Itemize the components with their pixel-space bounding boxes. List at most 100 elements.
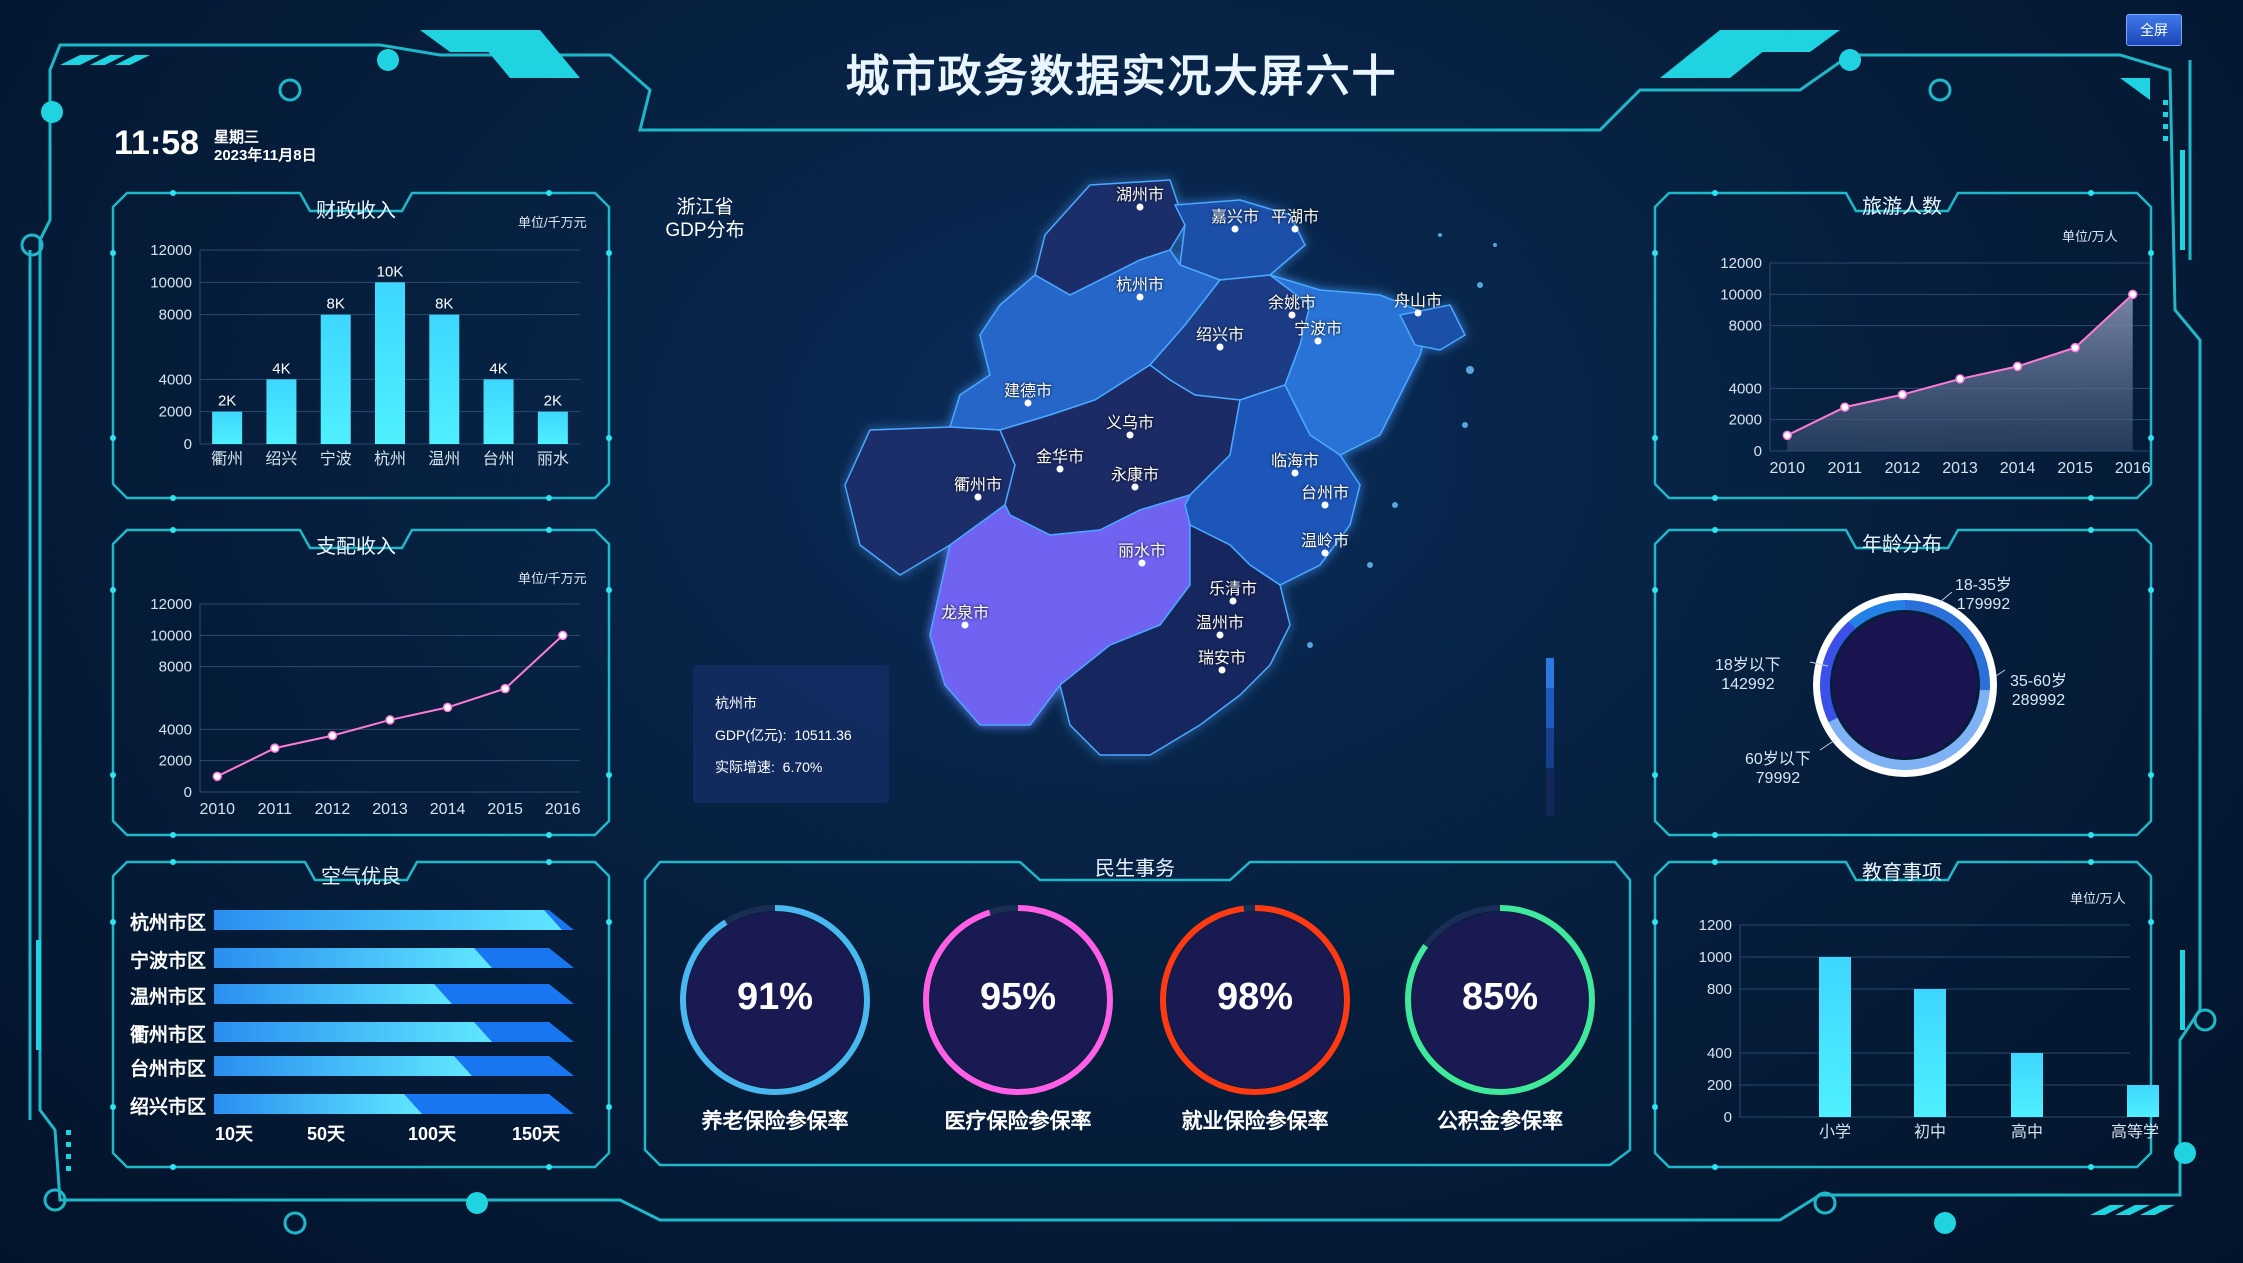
age-slice[interactable]	[1820, 600, 1990, 770]
age-slice-value: 179992	[1956, 596, 2011, 613]
map-city-dot[interactable]	[1131, 483, 1139, 491]
expenditure-point[interactable]	[327, 730, 338, 741]
gauge-face	[930, 912, 1106, 1088]
map-city-label: 瑞安市	[1198, 650, 1247, 667]
fiscal-revenue-bar[interactable]	[320, 314, 351, 444]
education-bar[interactable]	[1914, 989, 1946, 1117]
expenditure-point[interactable]	[212, 771, 223, 782]
map-city-dot[interactable]	[1056, 465, 1064, 473]
map-city-dot[interactable]	[1321, 501, 1329, 509]
age-slice-value: 289992	[2011, 692, 2066, 709]
map-city-dot[interactable]	[1138, 559, 1146, 567]
gauge-label: 公积金参保率	[1437, 1110, 1563, 1133]
fiscal-revenue-y-tick: 2000	[159, 404, 192, 421]
tourism-x-tick: 2011	[1828, 460, 1863, 477]
fiscal-revenue-bar[interactable]	[483, 379, 514, 444]
map-city-dot[interactable]	[1291, 469, 1299, 477]
expenditure-x-tick: 2010	[199, 801, 235, 818]
fiscal-revenue-bar-label: 2K	[218, 393, 236, 410]
map-city-dot[interactable]	[1136, 203, 1144, 211]
tourism-point[interactable]	[1955, 374, 1965, 384]
air-quality-bar[interactable]	[214, 1022, 574, 1042]
tourism-point[interactable]	[2127, 289, 2138, 300]
expenditure-y-tick: 8000	[159, 659, 192, 676]
fiscal-revenue-bar-label: 4K	[489, 360, 507, 377]
region-wenzhou[interactable]	[1059, 523, 1291, 756]
fiscal-revenue-bar[interactable]	[537, 411, 568, 444]
tourism-point[interactable]	[2070, 342, 2080, 353]
air-quality-bar[interactable]	[214, 1056, 574, 1076]
gauge-progress-ring	[923, 905, 1113, 1095]
tourism-y-tick: 10000	[1720, 286, 1762, 303]
expenditure-point[interactable]	[385, 715, 395, 725]
air-quality-label: 衢州市区	[130, 1025, 207, 1046]
map-city-dot[interactable]	[1288, 311, 1296, 319]
expenditure-point[interactable]	[442, 702, 453, 713]
tourism-point[interactable]	[1840, 402, 1850, 412]
air-quality-label: 台州市区	[130, 1059, 207, 1080]
gauge-value: 91%	[736, 976, 814, 1018]
map-city-dot[interactable]	[1216, 343, 1224, 351]
air-quality-bar-fill	[214, 1022, 492, 1042]
fiscal-revenue-bar[interactable]	[212, 411, 243, 444]
tourism-point[interactable]	[1782, 430, 1793, 441]
region-zhoushan[interactable]	[1398, 304, 1466, 351]
fullscreen-button[interactable]: 全屏	[2126, 14, 2182, 46]
map-city-dot[interactable]	[1321, 549, 1329, 557]
fiscal-revenue-bar[interactable]	[429, 314, 460, 444]
map-city-dot[interactable]	[1229, 597, 1237, 605]
map-city-dot[interactable]	[1126, 431, 1134, 439]
tourism-area	[1787, 294, 2133, 451]
education-x-tick: 高中	[2011, 1123, 2043, 1141]
map-city-label: 丽水市	[1118, 543, 1167, 560]
tourism-point[interactable]	[2012, 361, 2023, 372]
air-quality-bar[interactable]	[214, 910, 574, 930]
age-distribution-title: 年龄分布	[1862, 534, 1942, 556]
fiscal-revenue-bar[interactable]	[266, 379, 297, 444]
map-city-dot[interactable]	[1218, 666, 1226, 674]
expenditure-point[interactable]	[270, 743, 280, 753]
tourism-point[interactable]	[1897, 389, 1908, 400]
expenditure-chart: 0 2000 4000 8000 10000 12000 2010 2011 2012 2013 2…	[150, 596, 580, 818]
map-city-dot[interactable]	[1231, 225, 1239, 233]
fiscal-revenue-x-tick: 杭州	[374, 450, 406, 468]
age-slice[interactable]	[1800, 580, 2010, 790]
age-slice-value: 142992	[1721, 676, 1775, 693]
weekday: 星期三	[214, 129, 260, 146]
tourism-x-tick: 2013	[1942, 460, 1978, 477]
map-city-dot[interactable]	[1136, 293, 1144, 301]
fiscal-revenue-y-tick: 12000	[150, 242, 192, 259]
map-city-dot[interactable]	[1414, 309, 1422, 317]
education-bar[interactable]	[2011, 1053, 2043, 1117]
education-bar[interactable]	[1819, 957, 1851, 1117]
date: 2023年11月8日	[214, 147, 317, 164]
air-quality-bar[interactable]	[214, 1094, 574, 1114]
gauge-value: 95%	[979, 976, 1057, 1018]
air-quality-bar[interactable]	[214, 948, 574, 968]
fiscal-revenue-bar[interactable]	[375, 282, 405, 444]
map-city-dot[interactable]	[1314, 337, 1322, 345]
fiscal-revenue-x-tick: 宁波	[320, 450, 352, 468]
education-bar[interactable]	[2127, 1085, 2159, 1117]
livelihood-title: 民生事务	[1095, 858, 1175, 880]
education-y-tick: 0	[1724, 1109, 1732, 1126]
region-ningbo[interactable]	[1269, 274, 1431, 456]
map-city-dot[interactable]	[974, 493, 982, 501]
fiscal-revenue-title: 财政收入	[316, 200, 396, 222]
map-city-dot[interactable]	[1291, 225, 1299, 233]
fiscal-revenue-chart: 0 2000 4000 8000 10000 12000 2K 衢州 4K 绍兴 8K 宁波 10K 杭州…	[150, 242, 580, 468]
map-city-label: 余姚市	[1268, 295, 1317, 312]
map-tooltip: 杭州市 GDP(亿元): 10511.36 实际增速: 6.70%	[693, 665, 889, 803]
map-city-dot[interactable]	[1024, 399, 1032, 407]
map-city-dot[interactable]	[961, 621, 969, 629]
map-title-line1: 浙江省	[676, 197, 734, 218]
map-title-line2: GDP分布	[665, 220, 745, 241]
map-city-dot[interactable]	[1216, 631, 1224, 639]
gauge-label: 养老保险参保率	[701, 1110, 849, 1133]
education-x-tick: 高等学院	[2111, 1123, 2160, 1141]
expenditure-line	[216, 634, 564, 778]
expenditure-point[interactable]	[500, 683, 510, 694]
air-quality-bar[interactable]	[214, 984, 574, 1004]
expenditure-point[interactable]	[557, 630, 568, 641]
